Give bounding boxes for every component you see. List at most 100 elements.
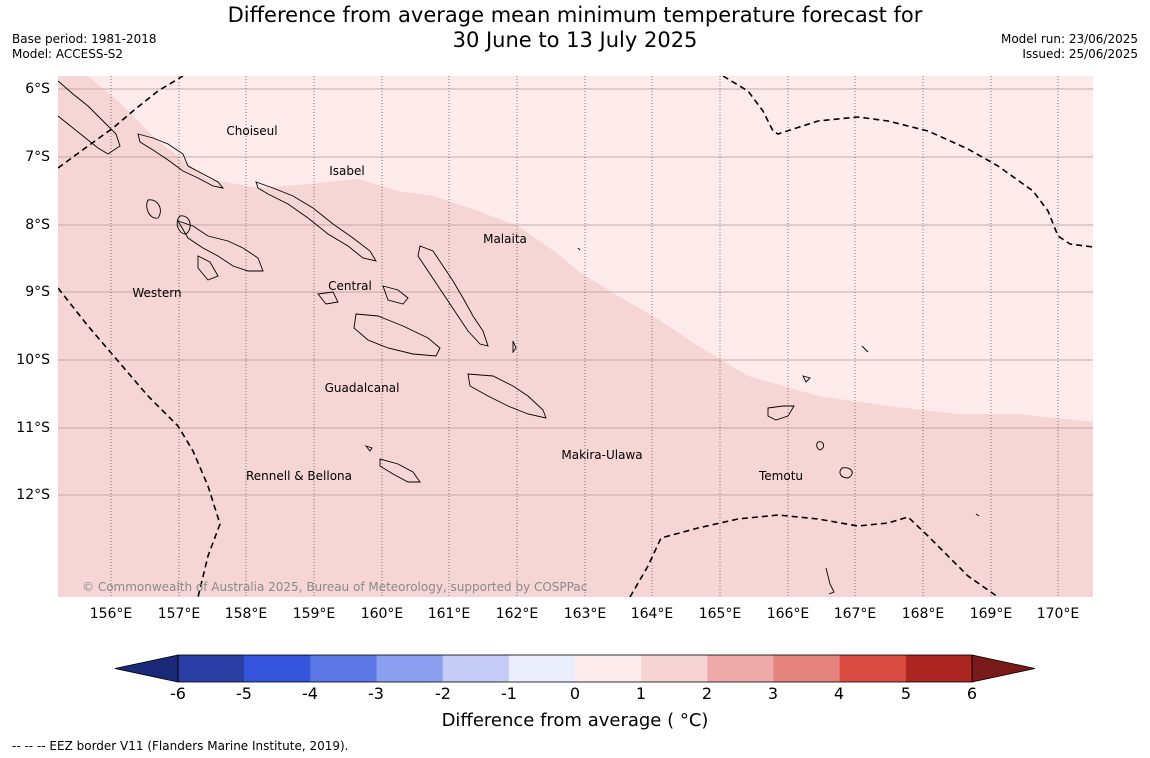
duff-islands <box>861 345 869 353</box>
lon-label-168e: 168°E <box>901 606 945 622</box>
region-label-guadalcanal: Guadalcanal <box>324 381 400 395</box>
lon-label-159e: 159°E <box>292 606 336 622</box>
eez-legend-note: -- -- -- EEZ border V11 (Flanders Marine… <box>12 739 349 753</box>
santa-isabel-island <box>255 181 377 262</box>
lat-label-6s: 6°S <box>25 81 50 97</box>
lat-label-7s: 7°S <box>25 149 50 165</box>
region-label-western: Western <box>132 286 182 300</box>
ulawa-island <box>512 340 517 354</box>
vanikoro-island <box>839 467 853 479</box>
vella-lavella-island <box>146 199 161 219</box>
coastlines <box>58 80 980 595</box>
region-label-central: Central <box>328 279 372 293</box>
lon-label-165e: 165°E <box>698 606 742 622</box>
colorbar-cell <box>641 655 708 682</box>
florida-islands <box>317 291 339 305</box>
colorbar-cell <box>178 655 245 682</box>
colorbar-tick--1: -1 <box>501 684 517 703</box>
colorbar-tick--4: -4 <box>302 684 318 703</box>
colorbar-under-arrow <box>114 654 179 683</box>
utupua-island <box>816 441 825 451</box>
makira-island <box>467 373 547 419</box>
region-label-makira-ulawa: Makira-Ulawa <box>561 448 643 462</box>
meta-left: Base period: 1981-2018 Model: ACCESS-S2 <box>12 32 157 62</box>
anomaly-fill-0-1 <box>88 76 1093 422</box>
colorbar-tick-6: 6 <box>966 684 978 703</box>
lon-label-170e: 170°E <box>1036 606 1080 622</box>
lon-label-166e: 166°E <box>766 606 810 622</box>
kolombangara-island <box>176 215 191 235</box>
choiseul-island <box>137 133 225 189</box>
colorbar-tick--5: -5 <box>236 684 252 703</box>
base-period: Base period: 1981-2018 <box>12 32 157 46</box>
rendova-island <box>197 255 219 281</box>
russell-islands <box>382 285 409 305</box>
bellona-island <box>364 445 373 452</box>
region-label-choiseul: Choiseul <box>226 124 278 138</box>
colorbar-cell <box>707 655 774 682</box>
copyright-notice: © Commonwealth of Australia 2025, Bureau… <box>82 580 588 594</box>
colorbar-cell <box>905 655 973 682</box>
issued-date: Issued: 25/06/2025 <box>1022 47 1138 61</box>
lon-label-156e: 156°E <box>89 606 133 622</box>
bougainville-island <box>58 80 121 155</box>
lat-gridlines <box>58 88 1093 496</box>
tikopia-island <box>825 567 835 595</box>
colorbar-tick-4: 4 <box>833 684 845 703</box>
lon-label-157e: 157°E <box>157 606 201 622</box>
lat-label-11s: 11°S <box>16 420 50 436</box>
colorbar-cell <box>244 655 311 682</box>
model-name: Model: ACCESS-S2 <box>12 47 124 61</box>
lon-label-163e: 163°E <box>563 606 607 622</box>
region-label-malaita: Malaita <box>483 232 527 246</box>
lat-label-12s: 12°S <box>16 487 50 503</box>
colorbar-cell <box>839 655 907 682</box>
lon-label-169e: 169°E <box>969 606 1013 622</box>
model-run: Model run: 23/06/2025 <box>1000 32 1138 46</box>
eez-border <box>58 76 1093 597</box>
colorbar-cells <box>178 655 973 682</box>
colorbar-cell <box>508 655 576 682</box>
lon-label-162e: 162°E <box>495 606 539 622</box>
colorbar-cell <box>376 655 444 682</box>
map-panel[interactable] <box>58 76 1093 597</box>
colorbar <box>114 654 1036 683</box>
reef-islands <box>802 375 811 383</box>
colorbar-label: Difference from average ( °C) <box>441 710 709 731</box>
colorbar-tick--2: -2 <box>435 684 451 703</box>
region-label-isabel: Isabel <box>329 164 365 178</box>
colorbar-cell <box>773 655 841 682</box>
lon-label-161e: 161°E <box>427 606 471 622</box>
colorbar-tick--6: -6 <box>170 684 186 703</box>
meta-right: Model run: 23/06/2025 Issued: 25/06/2025 <box>1001 32 1138 62</box>
title-line-1: Difference from average mean minimum tem… <box>227 3 923 27</box>
colorbar-tick-0: 0 <box>569 684 581 703</box>
colorbar-frame <box>177 654 973 683</box>
new-georgia-island <box>177 220 264 272</box>
anuta-island <box>975 513 980 517</box>
lat-label-8s: 8°S <box>25 217 50 233</box>
colorbar-tick-5: 5 <box>900 684 912 703</box>
lon-label-160e: 160°E <box>360 606 404 622</box>
colorbar-tick--3: -3 <box>368 684 384 703</box>
colorbar-cell <box>442 655 510 682</box>
santa-cruz-island <box>767 405 795 421</box>
guadalcanal-island <box>353 313 441 357</box>
lat-label-9s: 9°S <box>25 284 50 300</box>
region-label-rennell-bellona: Rennell & Bellona <box>245 469 353 483</box>
title-line-2: 30 June to 13 July 2025 <box>452 28 698 52</box>
region-label-temotu: Temotu <box>758 469 804 483</box>
colorbar-over-arrow <box>971 654 1036 683</box>
malaita-island <box>417 245 489 347</box>
map-title: Difference from average mean minimum tem… <box>0 3 1150 53</box>
colorbar-cell <box>310 655 377 682</box>
rennell-island <box>379 458 421 483</box>
lon-label-167e: 167°E <box>833 606 877 622</box>
lon-label-158e: 158°E <box>224 606 268 622</box>
sikaiana-island <box>577 247 581 251</box>
lat-label-10s: 10°S <box>16 352 50 368</box>
colorbar-tick-2: 2 <box>701 684 713 703</box>
colorbar-cell <box>575 655 642 682</box>
colorbar-tick-3: 3 <box>767 684 779 703</box>
colorbar-tick-1: 1 <box>635 684 647 703</box>
